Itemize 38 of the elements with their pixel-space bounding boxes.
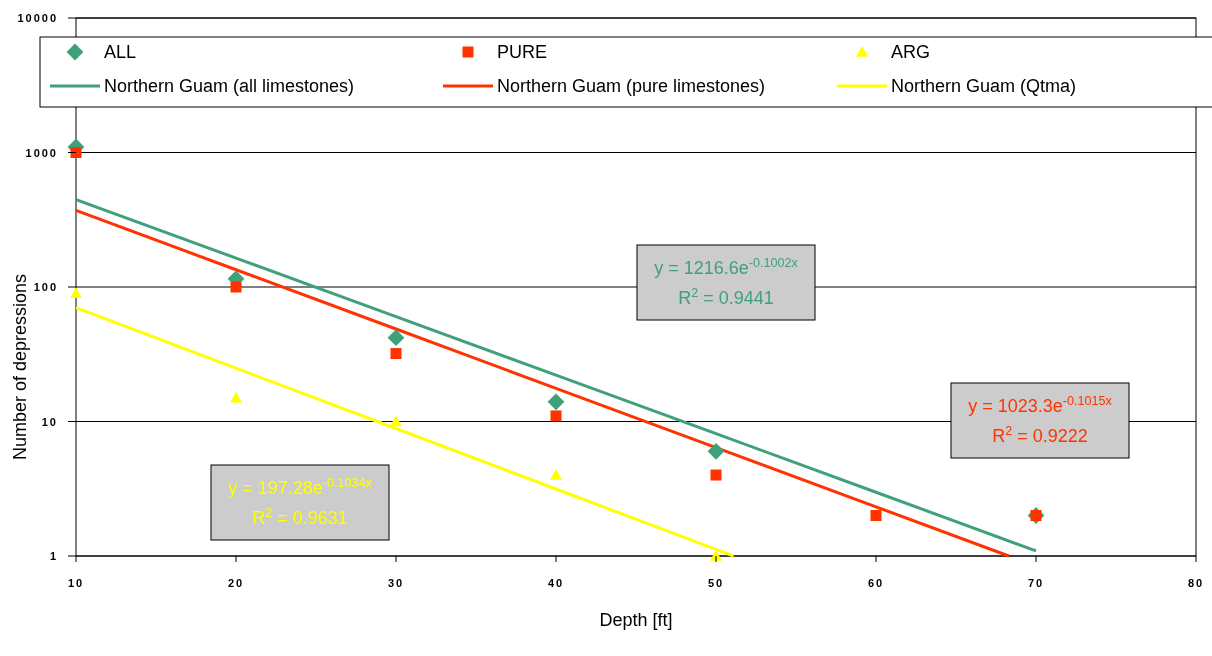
annotation: R$^{2}$ = 0.9222 — [992, 424, 1088, 446]
y-tick-label: 10 — [41, 415, 58, 428]
point — [230, 281, 242, 293]
legend-label: ARG — [891, 42, 931, 62]
y-tick-label: 100 — [33, 281, 58, 293]
x-axis-title: Depth [ft] — [599, 610, 673, 630]
y-tick-label: 10000 — [17, 12, 58, 24]
x-tick-label: 40 — [547, 577, 565, 589]
x-tick-label: 60 — [867, 577, 885, 589]
y-axis-title: Number of depressions — [10, 273, 30, 461]
point — [550, 469, 562, 480]
x-tick-label: 30 — [387, 577, 405, 589]
point — [707, 442, 725, 460]
annotation: R$^{2}$ = 0.9441 — [678, 286, 774, 308]
x-tick-label: 20 — [227, 577, 245, 589]
point — [710, 469, 722, 481]
point — [230, 391, 242, 403]
y-tick-label: 1 — [49, 550, 58, 562]
x-tick-label: 50 — [707, 577, 725, 589]
point — [870, 510, 882, 522]
point — [390, 348, 402, 360]
annotation: R$^{2}$ = 0.9631 — [252, 506, 348, 528]
point — [387, 329, 405, 347]
point — [390, 415, 402, 427]
x-tick-label: 10 — [67, 577, 85, 589]
legend-label: Northern Guam (Qtma) — [891, 76, 1077, 96]
y-tick-label: 1000 — [25, 146, 58, 159]
legend-label: Northern Guam (all limestones) — [104, 76, 355, 96]
x-tick-label: 70 — [1027, 577, 1045, 589]
annotation: y = 1216.6e$^{-0.1002x}$ — [654, 256, 799, 278]
point — [547, 393, 565, 411]
annotation: y = 1023.3e$^{-0.1015x}$ — [968, 394, 1113, 416]
x-tick-label: 80 — [1187, 577, 1205, 589]
legend-label: Northern Guam (pure limestones) — [497, 76, 766, 96]
legend-label: ALL — [104, 42, 137, 62]
legend-label: PURE — [497, 42, 548, 62]
point — [550, 410, 562, 422]
annotation: y = 197.28e$^{-0.1034x}$ — [228, 476, 373, 498]
